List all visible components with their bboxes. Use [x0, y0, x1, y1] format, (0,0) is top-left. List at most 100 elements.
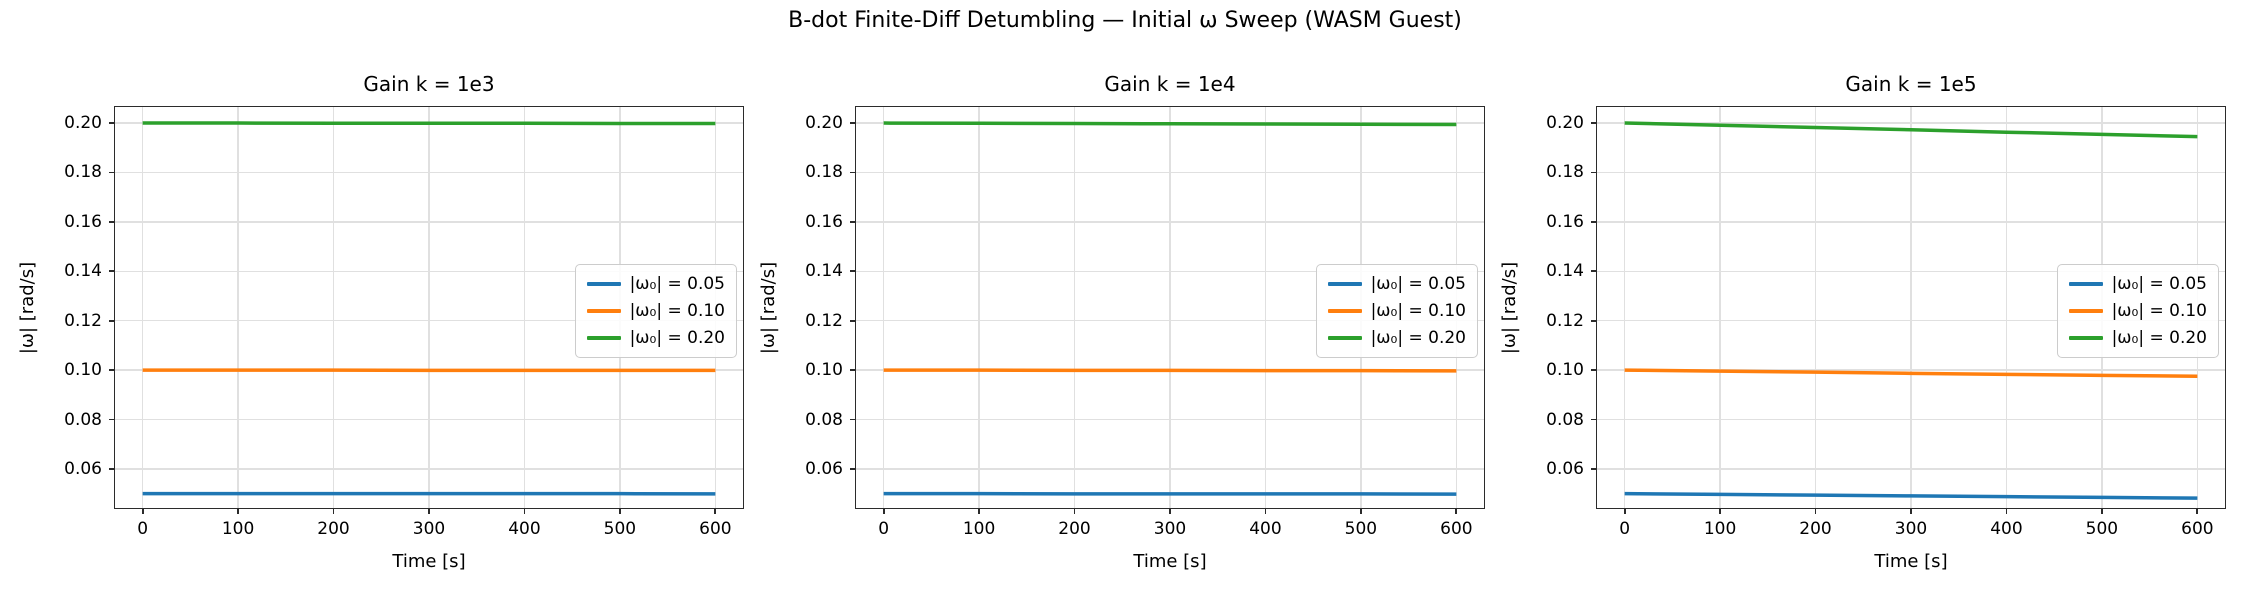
y-tick-mark — [1591, 270, 1596, 273]
x-tick-label: 500 — [1344, 519, 1378, 539]
y-tick-mark — [850, 122, 855, 124]
subplot-title: Gain k = 1e5 — [1845, 72, 1977, 96]
y-tick-mark — [109, 418, 114, 421]
x-tick-label: 200 — [1799, 519, 1832, 539]
legend-line-swatch — [586, 336, 621, 340]
x-tick-mark — [1264, 509, 1267, 514]
legend-line-swatch — [2068, 282, 2103, 286]
x-tick-mark — [1910, 509, 1912, 514]
gridline-x — [978, 106, 980, 509]
y-tick-mark — [109, 171, 114, 174]
subplot-panel: Gain k = 1e3 Time [s] |ω| [rad/s] |ω₀| =… — [17, 0, 744, 600]
x-tick-mark — [619, 509, 621, 514]
x-tick-mark — [2005, 509, 2008, 514]
x-tick-label: 400 — [1990, 519, 2023, 539]
legend-label: |ω₀| = 0.05 — [629, 274, 725, 294]
legend-line-swatch — [586, 309, 621, 313]
x-tick-mark — [1814, 509, 1817, 514]
y-tick-mark — [850, 369, 855, 372]
legend-line-swatch — [1327, 282, 1362, 286]
x-tick-mark — [1169, 509, 1171, 514]
gridline-x — [1910, 106, 1912, 509]
y-tick-label: 0.10 — [1546, 360, 1584, 381]
y-axis-label: |ω| [rad/s] — [1499, 261, 1520, 354]
gridline-x — [141, 106, 144, 509]
x-tick-label: 500 — [2085, 519, 2119, 539]
figure-title: B-dot Finite-Diff Detumbling — Initial ω… — [788, 8, 1462, 33]
y-tick-mark — [109, 369, 114, 372]
x-tick-label: 300 — [412, 519, 446, 539]
data-line — [1624, 368, 2198, 379]
gridline-x — [1719, 106, 1721, 509]
subplot-panel: Gain k = 1e5 Time [s] |ω| [rad/s] |ω₀| =… — [1499, 0, 2226, 600]
x-tick-label: 0 — [878, 519, 890, 539]
y-tick-label: 0.06 — [64, 458, 102, 479]
y-tick-label: 0.10 — [64, 360, 102, 381]
gridline-x — [428, 106, 430, 509]
gridline-x — [237, 106, 239, 509]
y-tick-mark — [850, 270, 855, 273]
axes-area: |ω| [rad/s] |ω₀| = 0.05 |ω₀| = 0.10 |ω₀| =… — [1499, 106, 2226, 539]
x-tick-mark — [1073, 509, 1076, 514]
y-tick-label: 0.14 — [1546, 261, 1584, 282]
legend: |ω₀| = 0.05 |ω₀| = 0.10 |ω₀| = 0.20 — [2056, 264, 2219, 358]
subplot-panel: Gain k = 1e4 Time [s] |ω| [rad/s] |ω₀| =… — [758, 0, 1485, 600]
gridline-x — [882, 106, 885, 509]
legend-item: |ω₀| = 0.20 — [1327, 328, 1466, 348]
y-tick-label: 0.18 — [1546, 162, 1584, 183]
axes-area: |ω| [rad/s] |ω₀| = 0.05 |ω₀| = 0.10 |ω₀| =… — [17, 106, 744, 539]
legend-item: |ω₀| = 0.05 — [586, 274, 725, 294]
y-tick-mark — [1591, 319, 1596, 322]
x-tick-mark — [428, 509, 430, 514]
legend-item: |ω₀| = 0.10 — [2068, 301, 2207, 321]
y-tick-mark — [1591, 171, 1596, 174]
x-tick-mark — [1719, 509, 1721, 514]
data-line — [1624, 491, 2198, 500]
y-tick-mark — [850, 418, 855, 421]
data-line — [883, 368, 1457, 373]
legend: |ω₀| = 0.05 |ω₀| = 0.10 |ω₀| = 0.20 — [574, 264, 737, 358]
y-tick-label: 0.14 — [805, 261, 843, 282]
y-tick-mark — [850, 220, 855, 223]
y-axis-label: |ω| [rad/s] — [758, 261, 779, 354]
x-tick-label: 600 — [699, 519, 732, 539]
x-tick-mark — [1360, 509, 1362, 514]
legend-label: |ω₀| = 0.20 — [629, 328, 725, 348]
axes-area: |ω| [rad/s] |ω₀| = 0.05 |ω₀| = 0.10 |ω₀| =… — [758, 106, 1485, 539]
x-tick-label: 200 — [317, 519, 350, 539]
data-line — [883, 121, 1457, 127]
gridline-x — [1073, 106, 1076, 509]
x-tick-mark — [237, 509, 239, 514]
legend-item: |ω₀| = 0.05 — [2068, 274, 2207, 294]
y-tick-label: 0.16 — [64, 211, 102, 232]
line-plot — [142, 121, 716, 496]
y-tick-label: 0.08 — [64, 409, 102, 430]
legend-item: |ω₀| = 0.20 — [586, 328, 725, 348]
legend-label: |ω₀| = 0.05 — [1370, 274, 1466, 294]
x-tick-mark — [2196, 509, 2199, 514]
legend-line-swatch — [1327, 336, 1362, 340]
y-tick-label: 0.18 — [805, 162, 843, 183]
gridline-x — [1169, 106, 1171, 509]
gridline-x — [1264, 106, 1267, 509]
y-tick-label: 0.06 — [1546, 458, 1584, 479]
y-tick-label: 0.12 — [1546, 310, 1584, 331]
x-tick-label: 100 — [962, 519, 996, 539]
y-tick-label: 0.14 — [64, 261, 102, 282]
gridline-x — [523, 106, 526, 509]
gridline-x — [1814, 106, 1817, 509]
y-tick-label: 0.08 — [805, 409, 843, 430]
legend-line-swatch — [2068, 336, 2103, 340]
x-tick-mark — [714, 509, 717, 514]
legend-label: |ω₀| = 0.10 — [1370, 301, 1466, 321]
y-tick-mark — [1591, 220, 1596, 223]
y-tick-label: 0.16 — [805, 211, 843, 232]
x-tick-mark — [1455, 509, 1458, 514]
x-tick-label: 100 — [1703, 519, 1737, 539]
x-tick-label: 0 — [137, 519, 149, 539]
line-plot — [1624, 121, 2198, 500]
x-axis-label: Time [s] — [1874, 551, 1948, 572]
y-tick-mark — [850, 468, 855, 470]
y-tick-label: 0.18 — [64, 162, 102, 183]
